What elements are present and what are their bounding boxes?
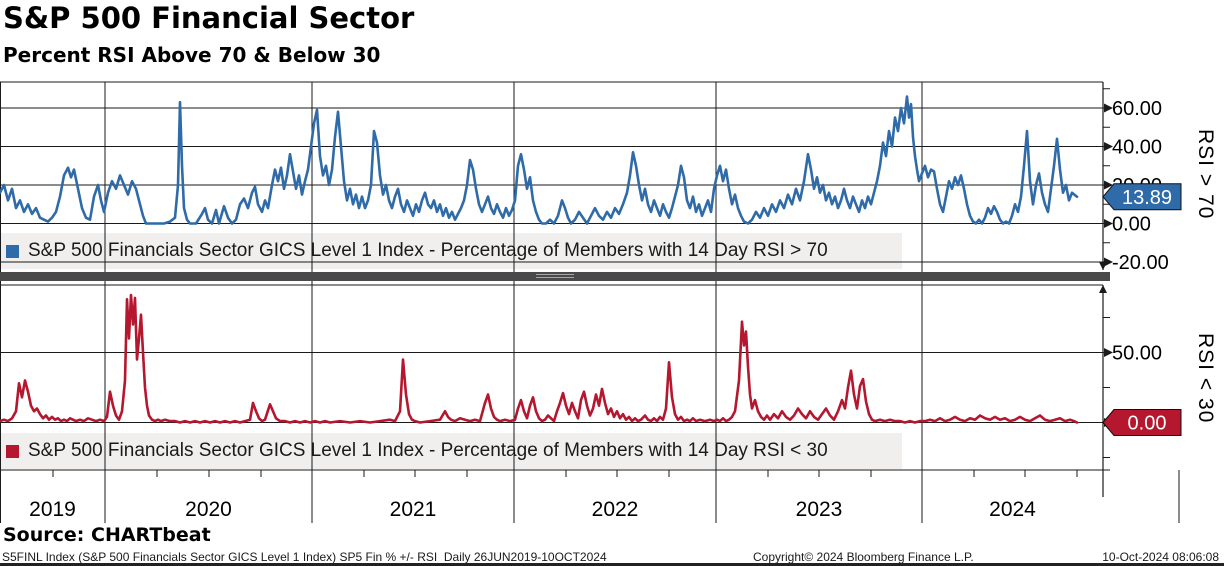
legend-backgrounds (0, 233, 902, 469)
gridlines (0, 82, 1113, 523)
badge-bottom-last-value (1102, 409, 1182, 436)
badge-bottom-last-value-text: 0.00 (1128, 413, 1167, 435)
legend-bottom: S&P 500 Financials Sector GICS Level 1 I… (6, 436, 896, 466)
axes (0, 81, 1180, 523)
data-series (0, 95, 1079, 424)
source-label: Source: CHARTbeat (3, 524, 211, 546)
axis-title-rsi-below-30: RSI < 30 (1194, 332, 1217, 424)
footer-timestamp: 10-Oct-2024 08:06:08 (1102, 550, 1219, 564)
y-tick-label: 0.00 (1112, 214, 1151, 236)
legend-bottom-label: S&P 500 Financials Sector GICS Level 1 I… (28, 440, 828, 461)
y-tick-label: -20.00 (1112, 252, 1169, 274)
last-value-badges: 13.89 0.00 (1102, 183, 1182, 436)
y-tick-label: 40.00 (1112, 137, 1162, 159)
page-title: S&P 500 Financial Sector (3, 1, 415, 35)
x-year-label: 2021 (390, 498, 437, 521)
panel-splitter[interactable] (0, 272, 1110, 281)
legend-swatch-blue (6, 244, 19, 258)
footer-copyright: Copyright© 2024 Bloomberg Finance L.P. (753, 550, 974, 564)
legend-top-label: S&P 500 Financials Sector GICS Level 1 I… (28, 240, 828, 261)
legend-top: S&P 500 Financials Sector GICS Level 1 I… (6, 236, 896, 266)
badge-top-last-value (1102, 183, 1182, 211)
series-rsi-below-30 (0, 293, 1079, 424)
x-year-label: 2022 (592, 498, 639, 521)
series-rsi-above-70 (0, 95, 1079, 225)
page-subtitle: Percent RSI Above 70 & Below 30 (3, 43, 381, 67)
x-year-label: 2020 (185, 498, 232, 521)
bottom-edge-bar (0, 563, 1224, 566)
axis-title-rsi-above-70: RSI > 70 (1194, 128, 1217, 220)
legend-swatch-red (6, 444, 19, 458)
x-year-label: 2023 (796, 498, 843, 521)
badge-top-last-value-text: 13.89 (1122, 187, 1172, 209)
x-year-label: 2019 (29, 498, 76, 521)
y-tick-label: 50.00 (1112, 343, 1162, 365)
splitter-grip-icon (536, 273, 574, 280)
axis-tick-labels: 60.0040.0020.000.00-20.0050.002019202020… (29, 98, 1169, 521)
footer-security-info: S5FINL Index (S&P 500 Financials Sector … (2, 550, 607, 564)
x-year-label: 2024 (989, 498, 1036, 521)
y-tick-label: 60.00 (1112, 98, 1162, 120)
